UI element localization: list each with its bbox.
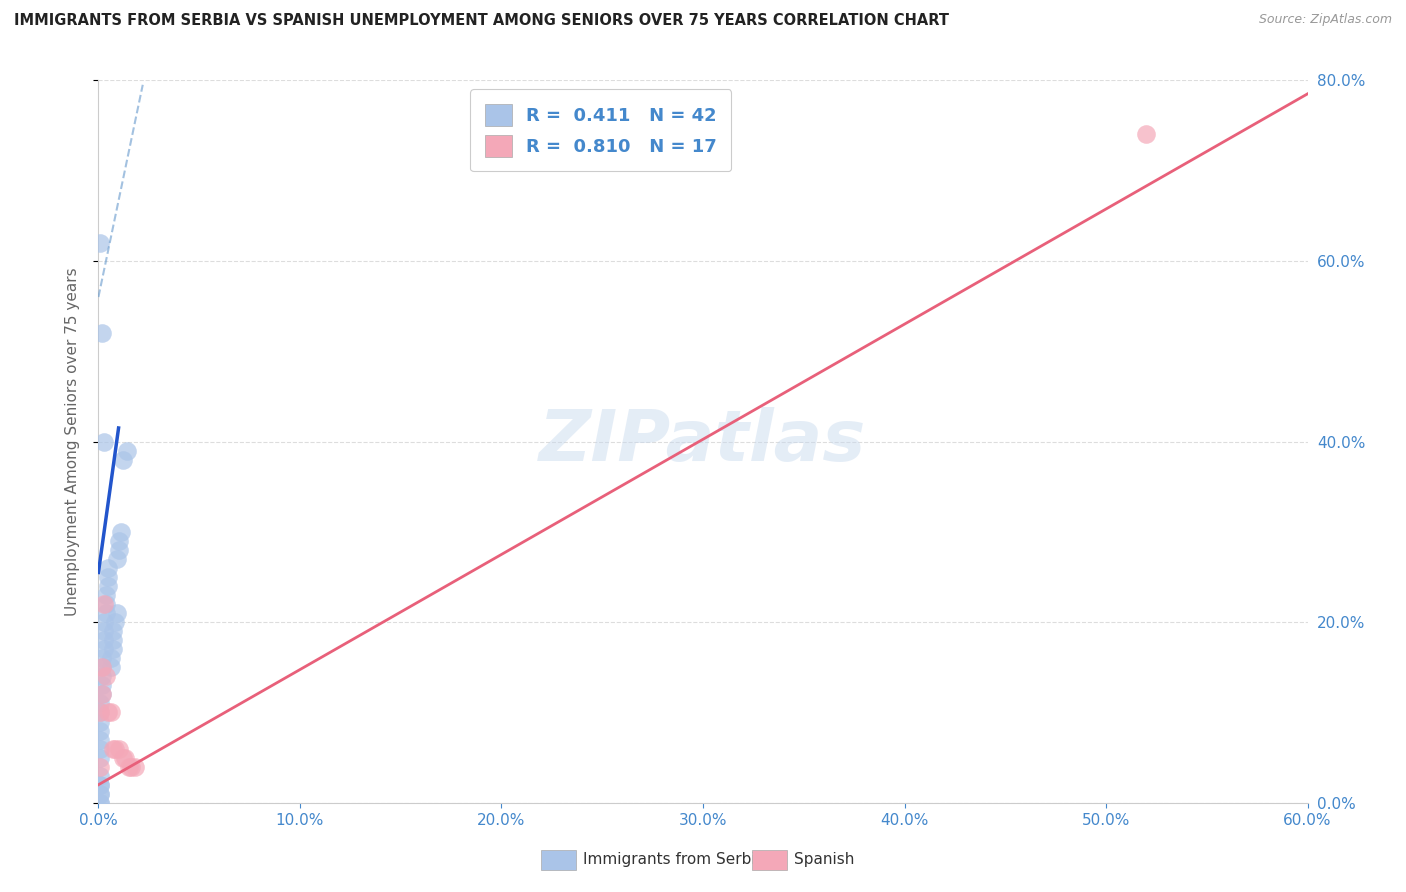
Point <box>93 642 115 657</box>
Point <box>101 633 124 648</box>
Point <box>89 697 111 711</box>
Point <box>91 660 114 674</box>
Point <box>96 588 118 602</box>
Point <box>107 542 129 557</box>
Text: IMMIGRANTS FROM SERBIA VS SPANISH UNEMPLOYMENT AMONG SENIORS OVER 75 YEARS CORRE: IMMIGRANTS FROM SERBIA VS SPANISH UNEMPL… <box>14 13 949 29</box>
Point <box>93 597 115 611</box>
Point <box>115 443 138 458</box>
Point <box>89 723 111 738</box>
Point <box>110 524 132 539</box>
Point <box>107 741 129 756</box>
Point <box>93 434 115 449</box>
Point <box>118 760 141 774</box>
Point <box>96 606 118 620</box>
Text: Source: ZipAtlas.com: Source: ZipAtlas.com <box>1258 13 1392 27</box>
Point <box>89 778 111 792</box>
Point <box>91 687 114 701</box>
Point <box>120 760 142 774</box>
Point <box>101 642 124 657</box>
Point <box>93 624 115 639</box>
Point <box>100 660 122 674</box>
Point <box>111 750 134 764</box>
Point <box>124 760 146 774</box>
Point <box>89 714 111 729</box>
Point <box>91 660 114 674</box>
Point <box>93 633 115 648</box>
Y-axis label: Unemployment Among Seniors over 75 years: Unemployment Among Seniors over 75 years <box>65 268 80 615</box>
Point <box>89 741 111 756</box>
Point <box>97 706 120 720</box>
Point <box>96 597 118 611</box>
Point <box>101 741 124 756</box>
Legend: R =  0.411   N = 42, R =  0.810   N = 17: R = 0.411 N = 42, R = 0.810 N = 17 <box>470 89 731 171</box>
Point <box>89 778 111 792</box>
Point <box>89 760 111 774</box>
Text: Immigrants from Serbia: Immigrants from Serbia <box>583 853 765 867</box>
Point <box>89 796 111 810</box>
Point <box>97 570 120 584</box>
Point <box>1135 128 1157 142</box>
Point <box>91 326 114 340</box>
Point <box>89 787 111 801</box>
Point <box>89 706 111 720</box>
Point <box>89 787 111 801</box>
Point <box>89 796 111 810</box>
Point <box>100 706 122 720</box>
Point <box>114 750 136 764</box>
Point <box>105 552 128 566</box>
Text: Spanish: Spanish <box>794 853 855 867</box>
Point <box>89 706 111 720</box>
Point <box>105 606 128 620</box>
Text: ZIPatlas: ZIPatlas <box>540 407 866 476</box>
Point <box>107 533 129 548</box>
Point <box>91 651 114 665</box>
Point <box>103 741 125 756</box>
Point <box>89 732 111 747</box>
Point <box>91 687 114 701</box>
Point <box>101 624 124 639</box>
Point <box>89 235 111 250</box>
Point <box>103 615 125 630</box>
Point <box>97 561 120 575</box>
Point <box>89 769 111 783</box>
Point <box>96 669 118 683</box>
Point <box>97 579 120 593</box>
Point <box>100 651 122 665</box>
Point <box>91 669 114 683</box>
Point <box>111 452 134 467</box>
Point <box>89 750 111 764</box>
Point <box>91 678 114 692</box>
Point <box>93 615 115 630</box>
